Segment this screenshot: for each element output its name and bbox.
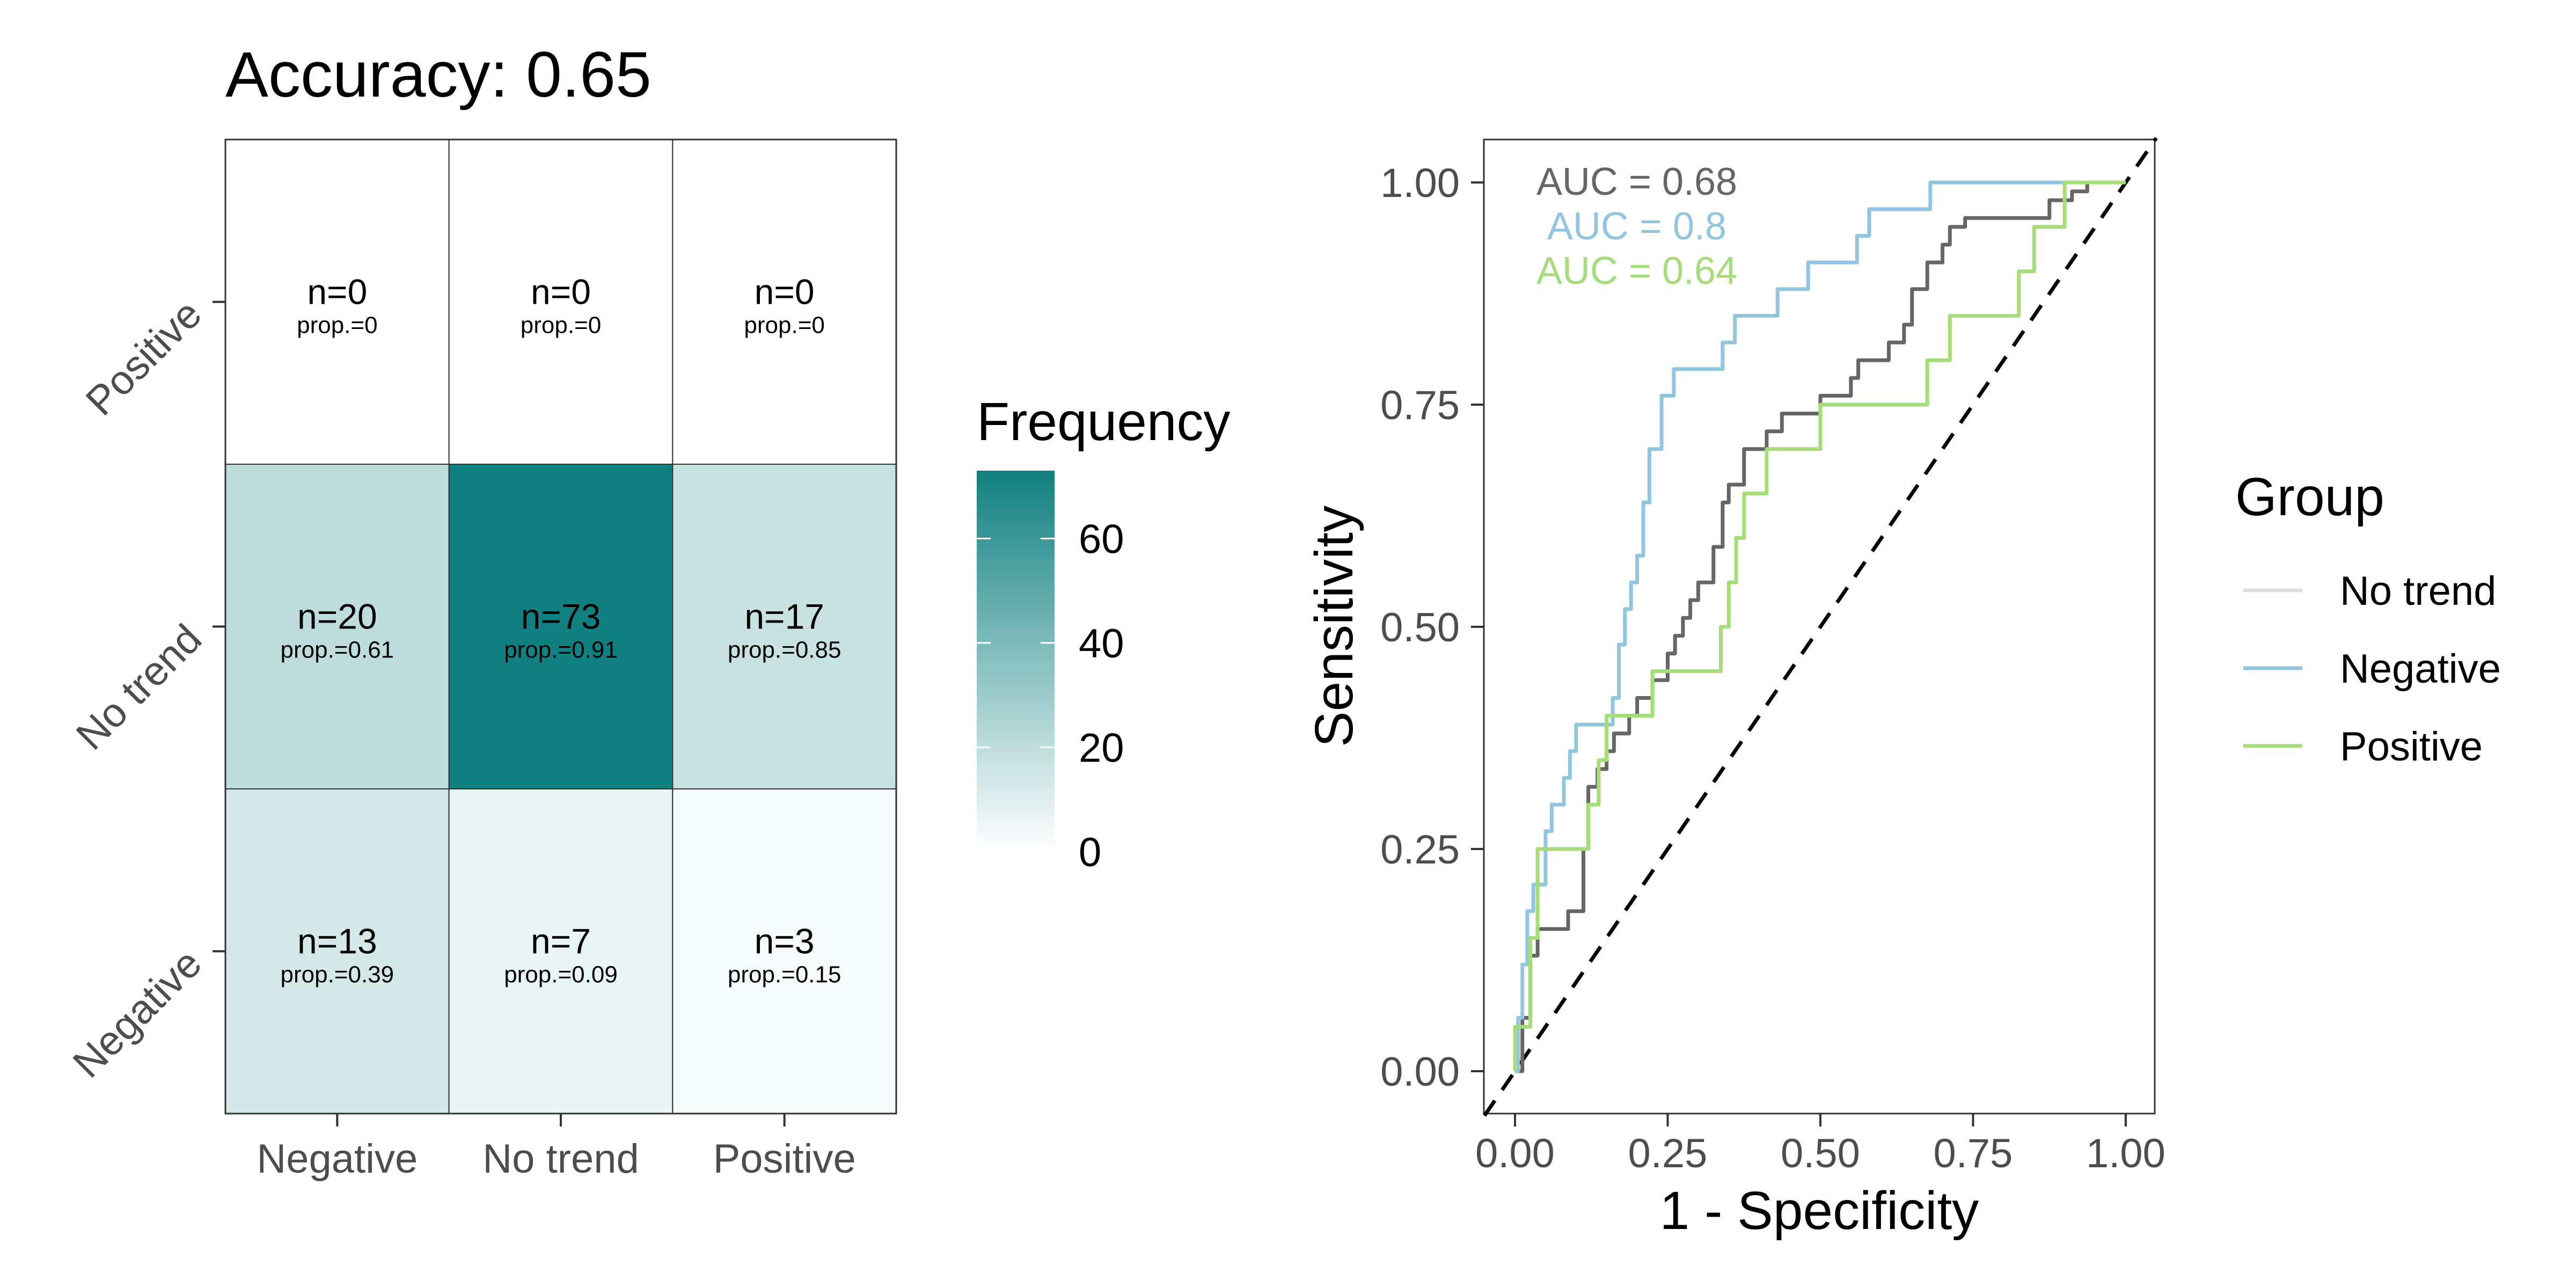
y-tick-label: 0.75	[1380, 383, 1460, 428]
heatmap-cell	[672, 139, 897, 465]
cell-proportion-label: prop.=0	[744, 312, 824, 339]
cell-proportion-label: prop.=0.91	[504, 637, 618, 663]
cell-proportion-label: prop.=0.15	[728, 962, 841, 988]
group-legend: Group No trend Negative Positive	[2235, 467, 2501, 770]
x-tick-label: 1.00	[2086, 1131, 2165, 1176]
cell-proportion-label: prop.=0	[297, 312, 377, 339]
heatmap-x-axis: Negative No trend Positive	[257, 1114, 856, 1182]
cell-count-label: n=13	[297, 921, 377, 961]
colorbar-tick-label: 0	[1079, 830, 1101, 875]
cell-count-label: n=0	[307, 272, 367, 312]
x-tick-label: No trend	[482, 1136, 639, 1182]
colorbar-tick-label: 40	[1079, 621, 1124, 667]
heatmap-cell	[225, 139, 450, 465]
auc-annotation: AUC = 0.8	[1547, 205, 1726, 248]
cell-count-label: n=3	[755, 921, 815, 961]
y-tick-label: 0.50	[1380, 605, 1460, 650]
y-tick-label: 0.00	[1380, 1049, 1460, 1095]
auc-annotation: AUC = 0.68	[1536, 160, 1737, 203]
auc-annotation: AUC = 0.64	[1536, 250, 1737, 292]
colorbar-ticks: 0 20 40 60	[977, 516, 1124, 875]
cell-proportion-label: prop.=0.85	[728, 637, 841, 663]
colorbar-tick-label: 60	[1079, 516, 1124, 562]
roc-reference-diagonal	[1483, 137, 2158, 1117]
roc-curves	[1513, 180, 2126, 1073]
heatmap-title: Accuracy: 0.65	[225, 39, 652, 111]
x-tick-label: Negative	[257, 1136, 418, 1182]
y-tick-label: 1.00	[1380, 160, 1460, 206]
colorbar-title: Frequency	[977, 392, 1230, 452]
roc-x-axis: 0.00 0.25 0.50 0.75 1.00	[1475, 1114, 2165, 1176]
roc-x-axis-title: 1 - Specificity	[1660, 1181, 1979, 1241]
cell-proportion-label: prop.=0.39	[281, 962, 394, 988]
cell-proportion-label: prop.=0.61	[281, 637, 394, 663]
heatmap-cell	[448, 464, 674, 789]
colorbar-gradient	[977, 471, 1055, 852]
legend-title: Group	[2235, 467, 2384, 527]
legend-label: Positive	[2340, 724, 2483, 770]
x-tick-label: 0.00	[1475, 1131, 1555, 1176]
cell-proportion-label: prop.=0.09	[504, 962, 618, 988]
y-tick-label: 0.25	[1380, 827, 1460, 873]
cell-count-label: n=17	[744, 597, 824, 636]
legend-items: No trend Negative Positive	[2243, 568, 2501, 770]
cell-count-label: n=73	[521, 597, 601, 636]
legend-label: Negative	[2340, 646, 2501, 692]
colorbar-tick-label: 20	[1079, 725, 1124, 771]
x-tick-label: 0.25	[1628, 1131, 1708, 1176]
roc-curve-positive	[1513, 180, 2126, 1071]
cell-count-label: n=0	[531, 272, 591, 312]
heatmap-cell	[225, 788, 450, 1114]
roc-y-axis: 0.00 0.25 0.50 0.75 1.00	[1380, 160, 1484, 1095]
cell-count-label: n=20	[297, 597, 377, 636]
cell-count-label: n=0	[755, 272, 815, 312]
roc-y-axis-title: Sensitivity	[1304, 506, 1364, 747]
x-tick-label: Positive	[713, 1136, 856, 1182]
legend-label: No trend	[2340, 568, 2497, 614]
cell-proportion-label: prop.=0	[521, 312, 601, 339]
cell-count-label: n=7	[531, 921, 591, 961]
heatmap-cell	[448, 788, 674, 1114]
heatmap-cells	[225, 139, 897, 1114]
heatmap-cell	[672, 464, 897, 789]
x-tick-label: 0.75	[1934, 1131, 2013, 1176]
x-tick-label: 0.50	[1781, 1131, 1860, 1176]
heatmap-cell-labels: n=0prop.=0n=0prop.=0n=0prop.=0n=20prop.=…	[281, 272, 841, 988]
frequency-colorbar: Frequency 0 20 40 60	[977, 392, 1230, 875]
heatmap-cell	[225, 464, 450, 789]
